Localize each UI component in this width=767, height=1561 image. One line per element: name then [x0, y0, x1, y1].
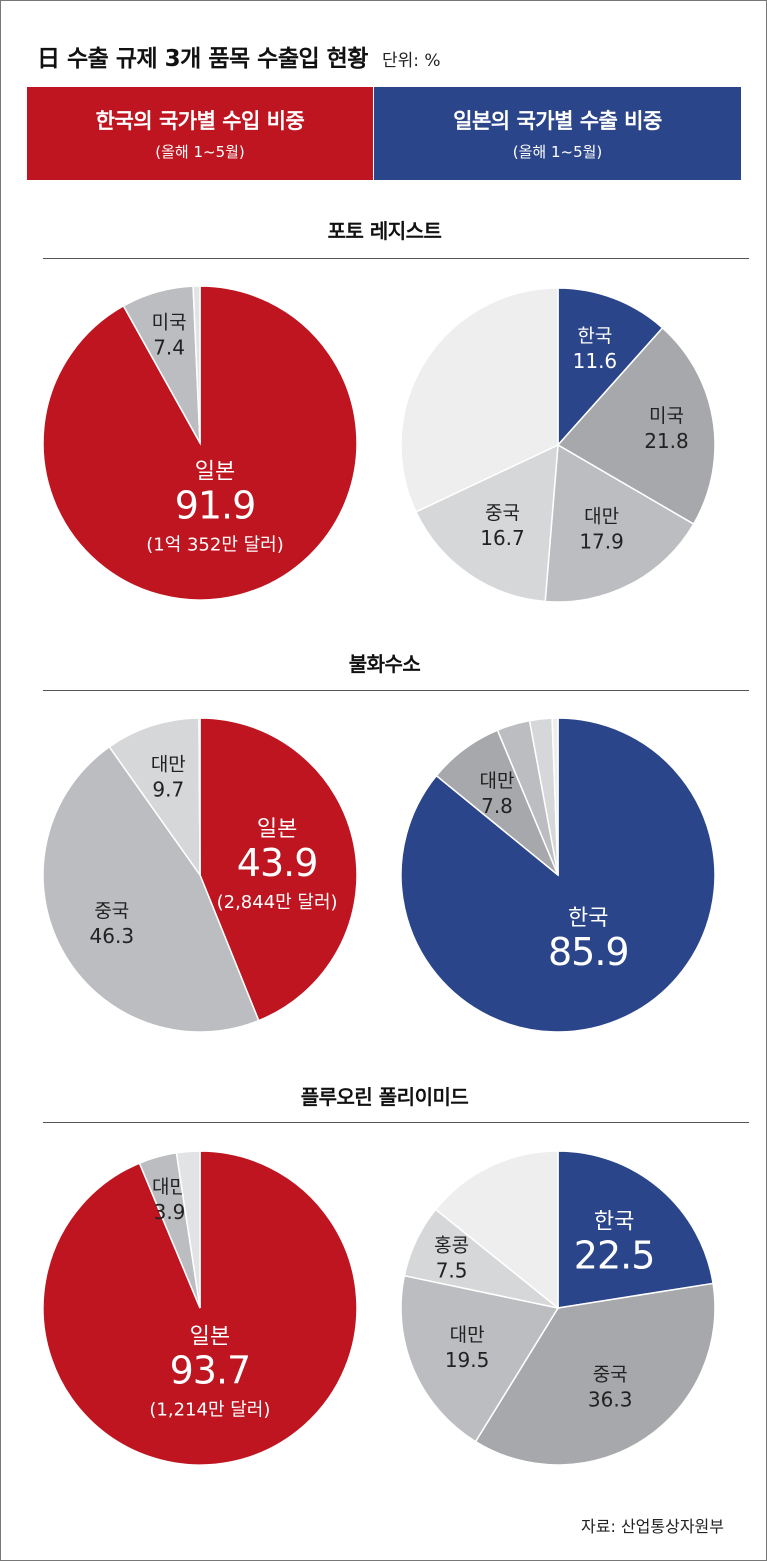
- slice-label-hongkong: 홍콩: [434, 1235, 469, 1257]
- slice-label-korea: 한국: [594, 1209, 634, 1234]
- slice-note-japan: (2,844만 달러): [217, 892, 338, 913]
- section-divider: [43, 1122, 749, 1123]
- pie-slice-taiwan: [108, 717, 201, 878]
- slice-value-usa: 21.8: [644, 429, 689, 453]
- banner-korea-title: 한국의 국가별 수입 비중: [95, 109, 305, 133]
- banner-japan-title: 일본의 국가별 수출 비중: [453, 109, 662, 133]
- slice-label-china: 중국: [94, 900, 129, 922]
- slice-value-china: 16.7: [480, 526, 525, 550]
- pie-slice-korea: [557, 1150, 714, 1309]
- source-note: 자료: 산업통상자원부: [581, 1517, 724, 1536]
- slice-label-korea: 한국: [577, 325, 612, 347]
- section-divider: [43, 690, 749, 691]
- slice-label-taiwan: 대만: [151, 753, 186, 775]
- pie-slice-japan: [42, 1150, 358, 1466]
- pie-slice-other-4: [551, 717, 559, 876]
- slice-label-japan: 일본: [257, 817, 297, 842]
- slice-note-japan: (1억 352만 달러): [146, 535, 284, 556]
- pie-slice-other-2: [192, 285, 201, 444]
- slice-value-hongkong: 7.5: [436, 1259, 468, 1283]
- slice-value-usa: 7.4: [153, 335, 185, 359]
- slice-value-japan: 43.9: [237, 841, 318, 885]
- pie-slice-other-4: [400, 287, 559, 513]
- pie-slice-other-3: [198, 717, 201, 876]
- pie-slice-taiwan: [544, 443, 695, 603]
- slice-value-china: 46.3: [90, 924, 135, 948]
- slice-value-japan: 93.7: [170, 1348, 251, 1392]
- pie-slice-china: [42, 745, 260, 1033]
- slice-label-taiwan: 대만: [152, 1176, 187, 1198]
- slice-label-china: 중국: [593, 1363, 628, 1385]
- slice-value-japan: 91.9: [175, 484, 256, 528]
- page-title: 日 수출 규제 3개 품목 수출입 현황: [37, 46, 368, 72]
- slice-value-taiwan: 19.5: [445, 1348, 490, 1372]
- section-divider: [43, 258, 749, 259]
- section-title-fluorinated-polyimide: 플루오린 폴리이미드: [300, 1085, 469, 1109]
- slice-note-japan: (1,214만 달러): [149, 1399, 270, 1420]
- pie-slice-taiwan: [400, 1274, 560, 1443]
- slice-value-taiwan: 3.9: [154, 1200, 186, 1224]
- slice-label-korea: 한국: [568, 906, 608, 931]
- slice-label-usa: 미국: [649, 405, 684, 427]
- slice-label-usa: 미국: [152, 311, 187, 333]
- pie-slice-china: [414, 443, 559, 603]
- header: 日 수출 규제 3개 품목 수출입 현황 단위: %: [37, 39, 441, 73]
- pie-slice-japan: [199, 717, 358, 1022]
- banner-korea-import: 한국의 국가별 수입 비중 (올해 1~5월): [27, 87, 373, 180]
- slice-label-taiwan: 대만: [584, 506, 619, 528]
- pie-slice-other-2: [175, 1150, 201, 1309]
- slice-value-taiwan: 9.7: [152, 777, 184, 801]
- slice-label-china: 중국: [485, 502, 520, 524]
- section-title-photoresist: 포토 레지스트: [327, 219, 442, 243]
- pie-slice-china: [474, 1282, 716, 1466]
- slice-value-taiwan: 17.9: [579, 530, 624, 554]
- pie-slice-usa: [556, 326, 716, 526]
- slice-value-korea: 11.6: [573, 349, 618, 373]
- pie-slice-other-4: [434, 1150, 559, 1310]
- slice-value-china: 36.3: [588, 1387, 633, 1411]
- banner-korea-period: (올해 1~5월): [155, 143, 245, 161]
- banner-japan-export: 일본의 국가별 수출 비중 (올해 1~5월): [374, 87, 741, 180]
- slice-value-korea: 22.5: [574, 1233, 655, 1277]
- section-title-hydrogen-fluoride: 불화수소: [348, 652, 421, 676]
- unit-label: 단위: %: [381, 51, 441, 71]
- slice-value-taiwan: 7.8: [481, 794, 513, 818]
- slice-label-japan: 일본: [195, 460, 235, 485]
- slice-label-japan: 일본: [190, 1324, 230, 1349]
- slice-label-taiwan: 대만: [450, 1324, 485, 1346]
- pie-slice-korea: [557, 287, 664, 447]
- slice-value-korea: 85.9: [548, 930, 629, 974]
- banner-japan-period: (올해 1~5월): [512, 143, 603, 161]
- slice-label-taiwan: 대만: [480, 770, 515, 792]
